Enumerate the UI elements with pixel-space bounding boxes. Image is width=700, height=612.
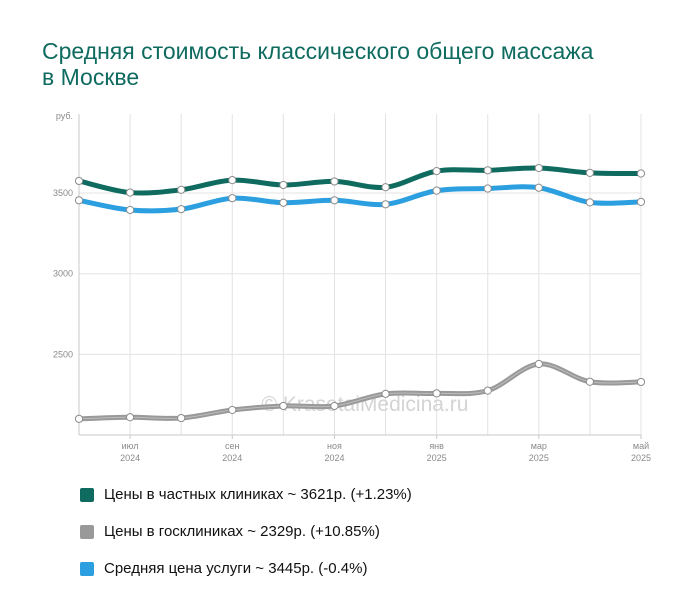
data-point	[381, 183, 390, 192]
legend-swatch-private	[80, 487, 94, 502]
data-point	[330, 177, 339, 186]
legend-label-public: Цены в госклиниках ~ 2329р. (+10.85%)	[104, 523, 380, 540]
data-point	[74, 176, 84, 186]
y-tick-label: 3500	[53, 188, 73, 198]
data-point	[483, 386, 492, 395]
data-point	[636, 197, 646, 207]
data-point	[381, 200, 390, 209]
data-point	[228, 194, 237, 203]
legend-swatch-public	[80, 524, 94, 539]
data-point	[74, 414, 84, 423]
series-line-highlight	[78, 363, 642, 420]
legend-item-private[interactable]: Цены в частных клиниках ~ 3621р. (+1.23%…	[80, 484, 412, 505]
data-point	[534, 183, 543, 192]
legend: Цены в частных клиниках ~ 3621р. (+1.23%…	[80, 484, 412, 595]
series	[74, 163, 646, 423]
watermark-text: © KrasotaiMedicina.ru	[262, 393, 469, 416]
x-tick-label-year: 2024	[120, 453, 140, 463]
x-tick-label-year: 2024	[324, 453, 344, 463]
series-2	[74, 183, 646, 215]
series-0	[74, 163, 646, 197]
x-tick-label-year: 2025	[427, 453, 447, 463]
series-line	[76, 165, 644, 196]
y-tick-label: 2500	[53, 349, 73, 359]
data-point	[381, 389, 390, 398]
series-1	[74, 359, 646, 423]
data-point	[125, 413, 135, 422]
data-point	[585, 377, 595, 386]
x-tick-label-month: май	[633, 441, 649, 451]
data-point	[483, 166, 492, 175]
legend-item-average[interactable]: Средняя цена услуги ~ 3445р. (-0.4%)	[80, 558, 412, 579]
data-point	[279, 180, 288, 190]
data-point	[636, 169, 646, 178]
data-point	[585, 168, 595, 177]
data-point	[330, 196, 339, 205]
series-line	[76, 184, 644, 214]
y-tick-label: 3000	[53, 269, 73, 279]
data-point	[534, 359, 543, 369]
x-tick-label-year: 2025	[529, 453, 549, 463]
x-tick-label-month: ноя	[327, 441, 342, 451]
line-chart: © KrasotaiMedicina.ru 2500 3000 3500 руб. ию…	[53, 111, 651, 463]
data-point	[74, 196, 84, 205]
data-point	[534, 163, 543, 173]
data-point	[432, 167, 441, 176]
data-point	[177, 413, 186, 423]
data-point	[177, 185, 186, 194]
legend-swatch-average	[80, 561, 94, 576]
data-point	[279, 198, 288, 207]
x-tick-label-year: 2025	[631, 453, 651, 463]
x-tick-label-month: мар	[531, 441, 547, 451]
data-point	[228, 405, 237, 415]
legend-label-private: Цены в частных клиниках ~ 3621р. (+1.23%…	[104, 486, 412, 503]
data-point	[432, 389, 441, 398]
x-tick-label-month: янв	[429, 441, 444, 451]
x-tick-label-month: июл	[122, 441, 139, 451]
axes: 2500 3000 3500 руб. июл 2024 сен 2024 ноя 2024 янв…	[53, 111, 651, 463]
legend-item-public[interactable]: Цены в госклиниках ~ 2329р. (+10.85%)	[80, 521, 412, 542]
data-point	[228, 176, 237, 185]
data-point	[585, 198, 595, 207]
data-point	[125, 205, 135, 215]
y-axis-unit: руб.	[56, 111, 73, 121]
series-line	[76, 361, 644, 422]
data-point	[330, 401, 339, 411]
x-tick-label-month: сен	[225, 441, 240, 451]
data-point	[279, 401, 288, 411]
data-point	[636, 377, 646, 387]
legend-label-average: Средняя цена услуги ~ 3445р. (-0.4%)	[104, 560, 368, 577]
data-point	[125, 188, 135, 197]
chart-title: Средняя стоимость классического общего м…	[42, 38, 594, 90]
grid	[79, 114, 642, 435]
data-point	[483, 184, 492, 193]
data-point	[177, 205, 186, 214]
data-point	[432, 186, 441, 195]
x-tick-label-year: 2024	[222, 453, 242, 463]
